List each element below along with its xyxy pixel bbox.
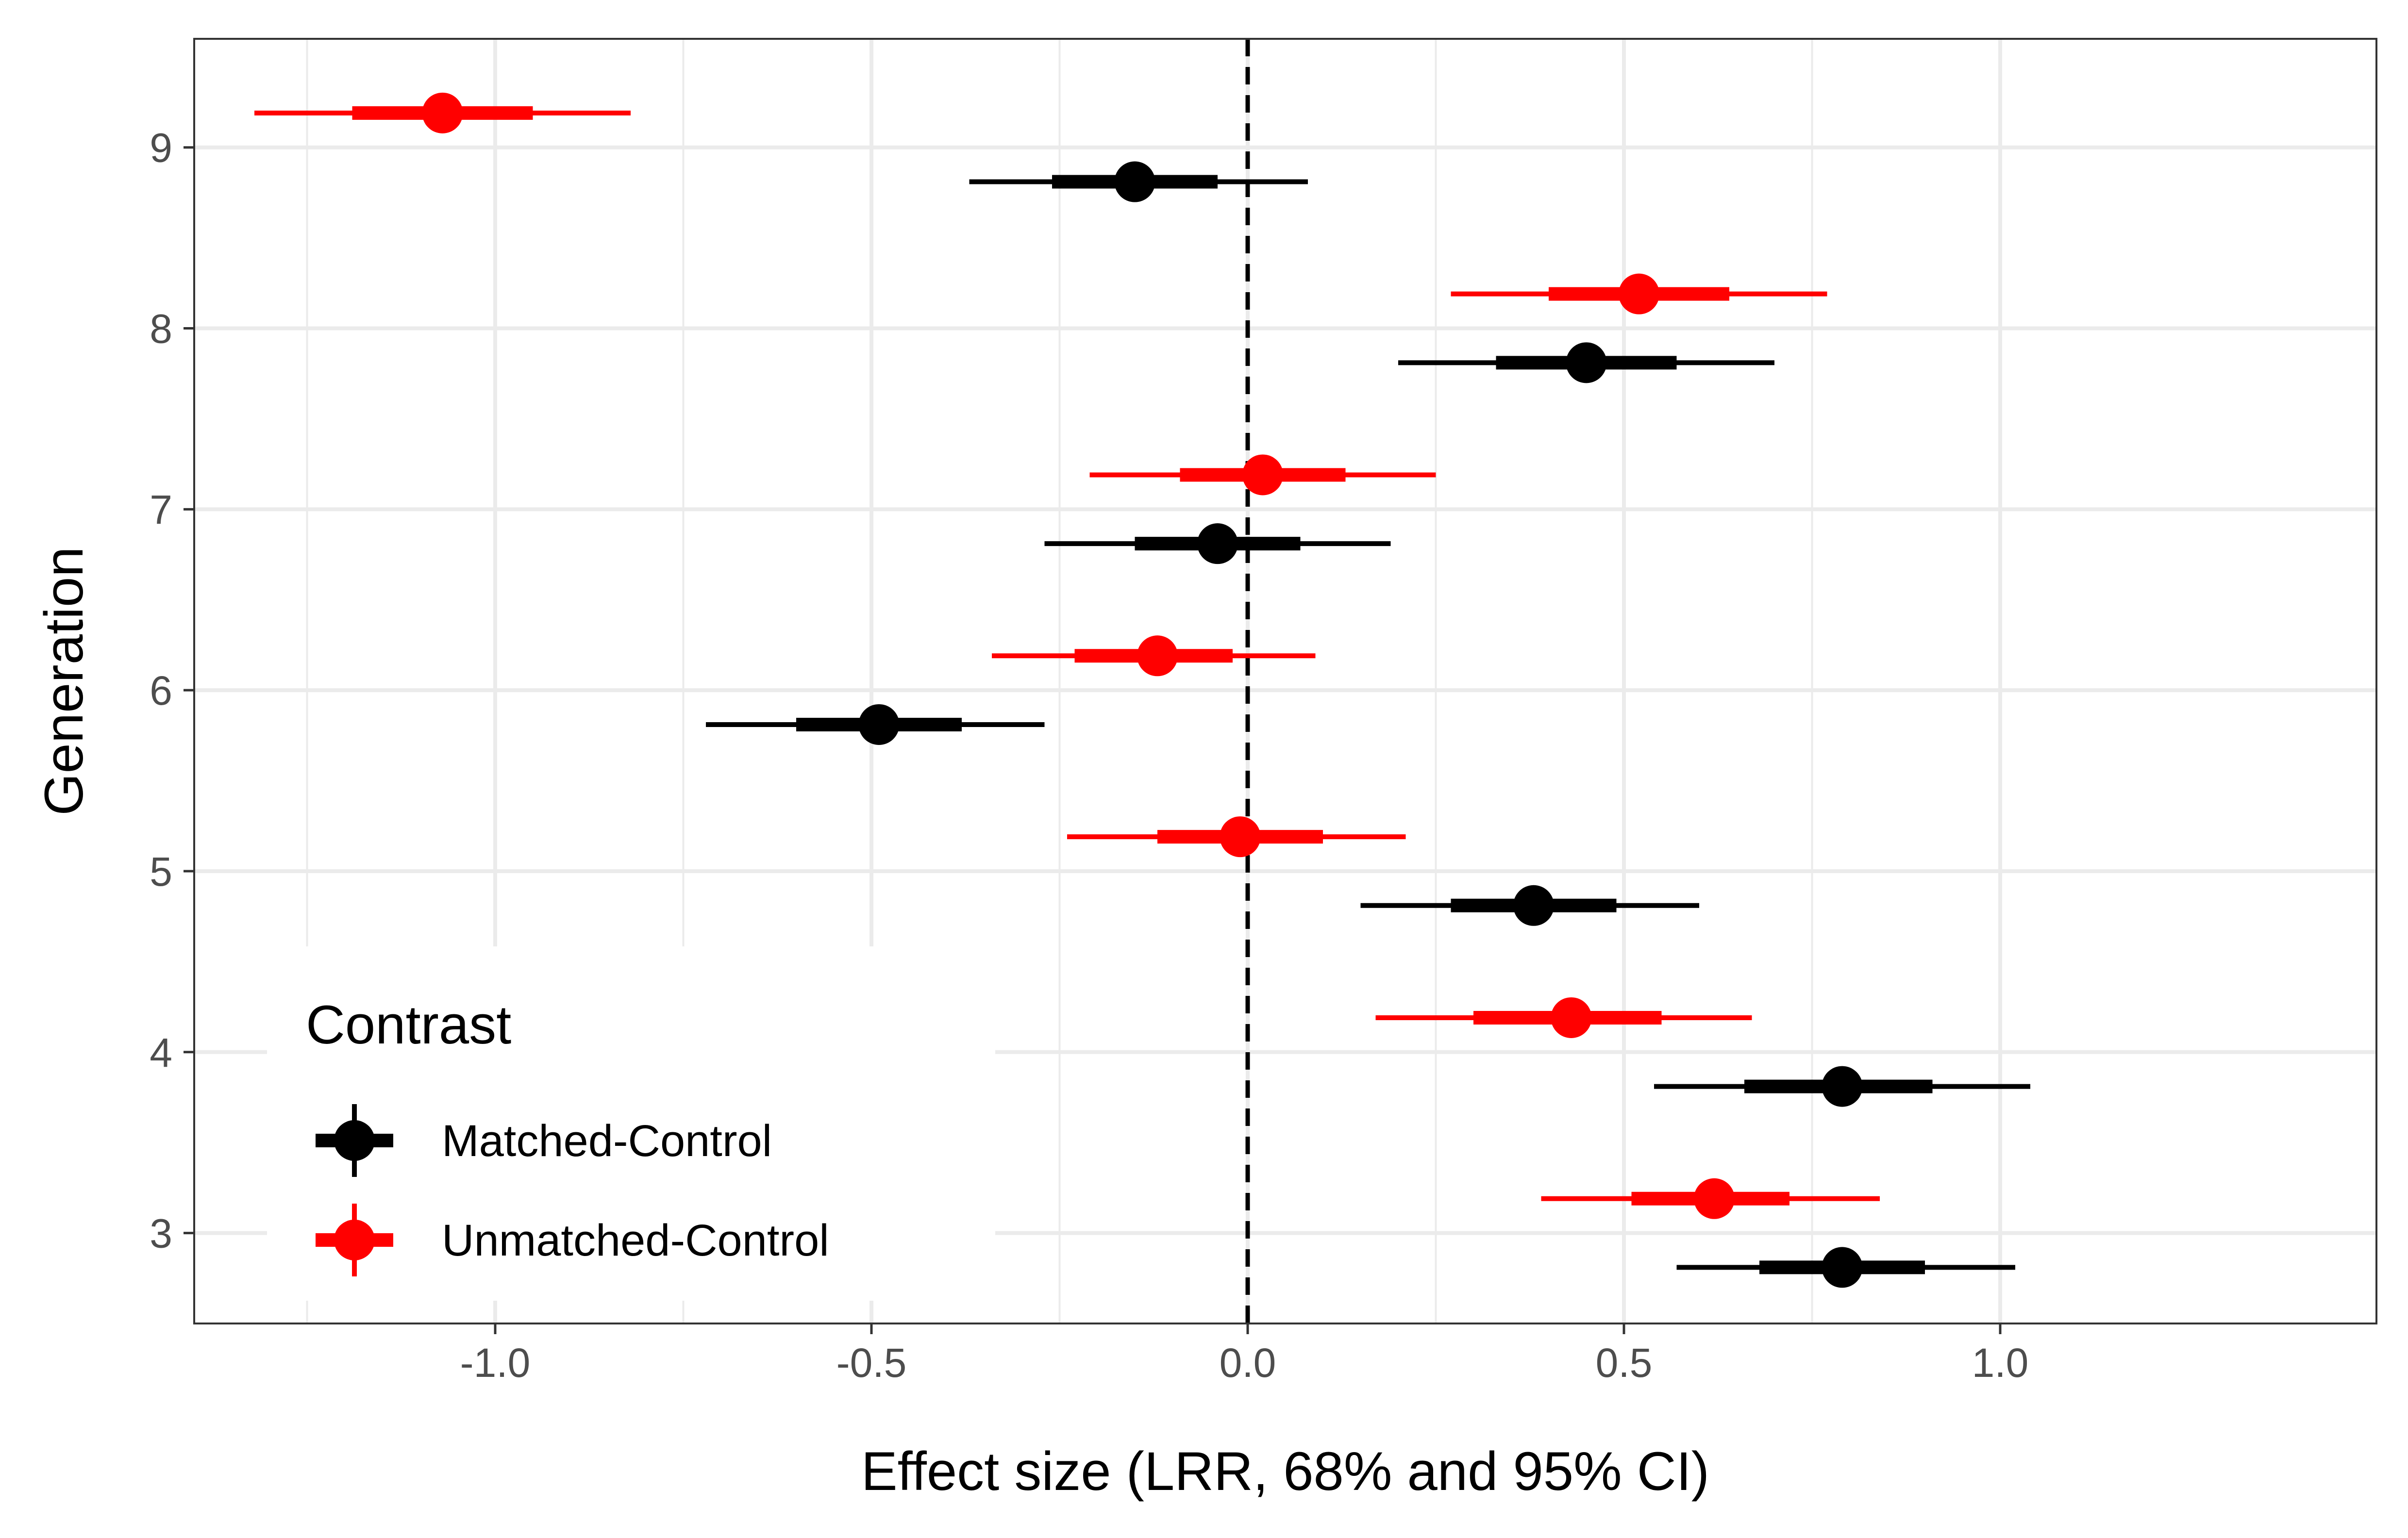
legend-key-point bbox=[334, 1120, 375, 1161]
axis-tick-labels: -1.0 -0.5 0.0 0.5 1.0 3 4 5 6 7 8 9 bbox=[150, 125, 2028, 1386]
y-tick-label: 8 bbox=[150, 306, 172, 352]
x-axis-title: Effect size (LRR, 68% and 95% CI) bbox=[861, 1441, 1709, 1502]
x-tick-label: 0.5 bbox=[1596, 1340, 1653, 1386]
point-estimate bbox=[1619, 273, 1659, 314]
point-estimate bbox=[858, 704, 900, 745]
y-axis-title: Generation bbox=[33, 546, 94, 815]
x-tick-label: 1.0 bbox=[1972, 1340, 2029, 1386]
point-estimate bbox=[1137, 635, 1178, 677]
point-estimate bbox=[1197, 523, 1238, 564]
legend: Contrast Matched-Control Unmatched-Contro… bbox=[306, 994, 829, 1276]
data-marks bbox=[254, 92, 2030, 1288]
legend-label: Unmatched-Control bbox=[442, 1216, 829, 1265]
series-unmatched-control bbox=[254, 92, 1880, 1219]
point-estimate bbox=[1566, 342, 1607, 383]
x-tick-label: -0.5 bbox=[836, 1340, 907, 1386]
legend-label: Matched-Control bbox=[442, 1116, 772, 1166]
point-estimate bbox=[422, 92, 463, 133]
y-tick-label: 5 bbox=[150, 849, 172, 894]
point-estimate bbox=[1242, 454, 1283, 496]
panel-border bbox=[193, 38, 2377, 1324]
legend-key-matched-control bbox=[316, 1104, 393, 1177]
y-tick-label: 9 bbox=[150, 125, 172, 171]
y-tick-label: 7 bbox=[150, 487, 172, 532]
point-estimate bbox=[1551, 997, 1592, 1038]
legend-title: Contrast bbox=[306, 994, 511, 1055]
y-tick-label: 4 bbox=[150, 1030, 172, 1075]
y-tick-label: 6 bbox=[150, 668, 172, 713]
point-estimate bbox=[1822, 1066, 1863, 1107]
x-tick-label: -1.0 bbox=[460, 1340, 531, 1386]
axis-ticks bbox=[184, 146, 2002, 1334]
x-tick-label: 0.0 bbox=[1220, 1340, 1276, 1386]
point-estimate bbox=[1220, 816, 1261, 858]
legend-key-point bbox=[334, 1220, 375, 1260]
point-estimate bbox=[1513, 885, 1554, 926]
point-estimate bbox=[1694, 1178, 1735, 1219]
series-matched-control bbox=[706, 161, 2030, 1288]
y-tick-label: 3 bbox=[150, 1211, 172, 1257]
point-estimate bbox=[1822, 1247, 1863, 1288]
point-estimate bbox=[1114, 161, 1155, 202]
legend-key-unmatched-control bbox=[316, 1204, 393, 1276]
